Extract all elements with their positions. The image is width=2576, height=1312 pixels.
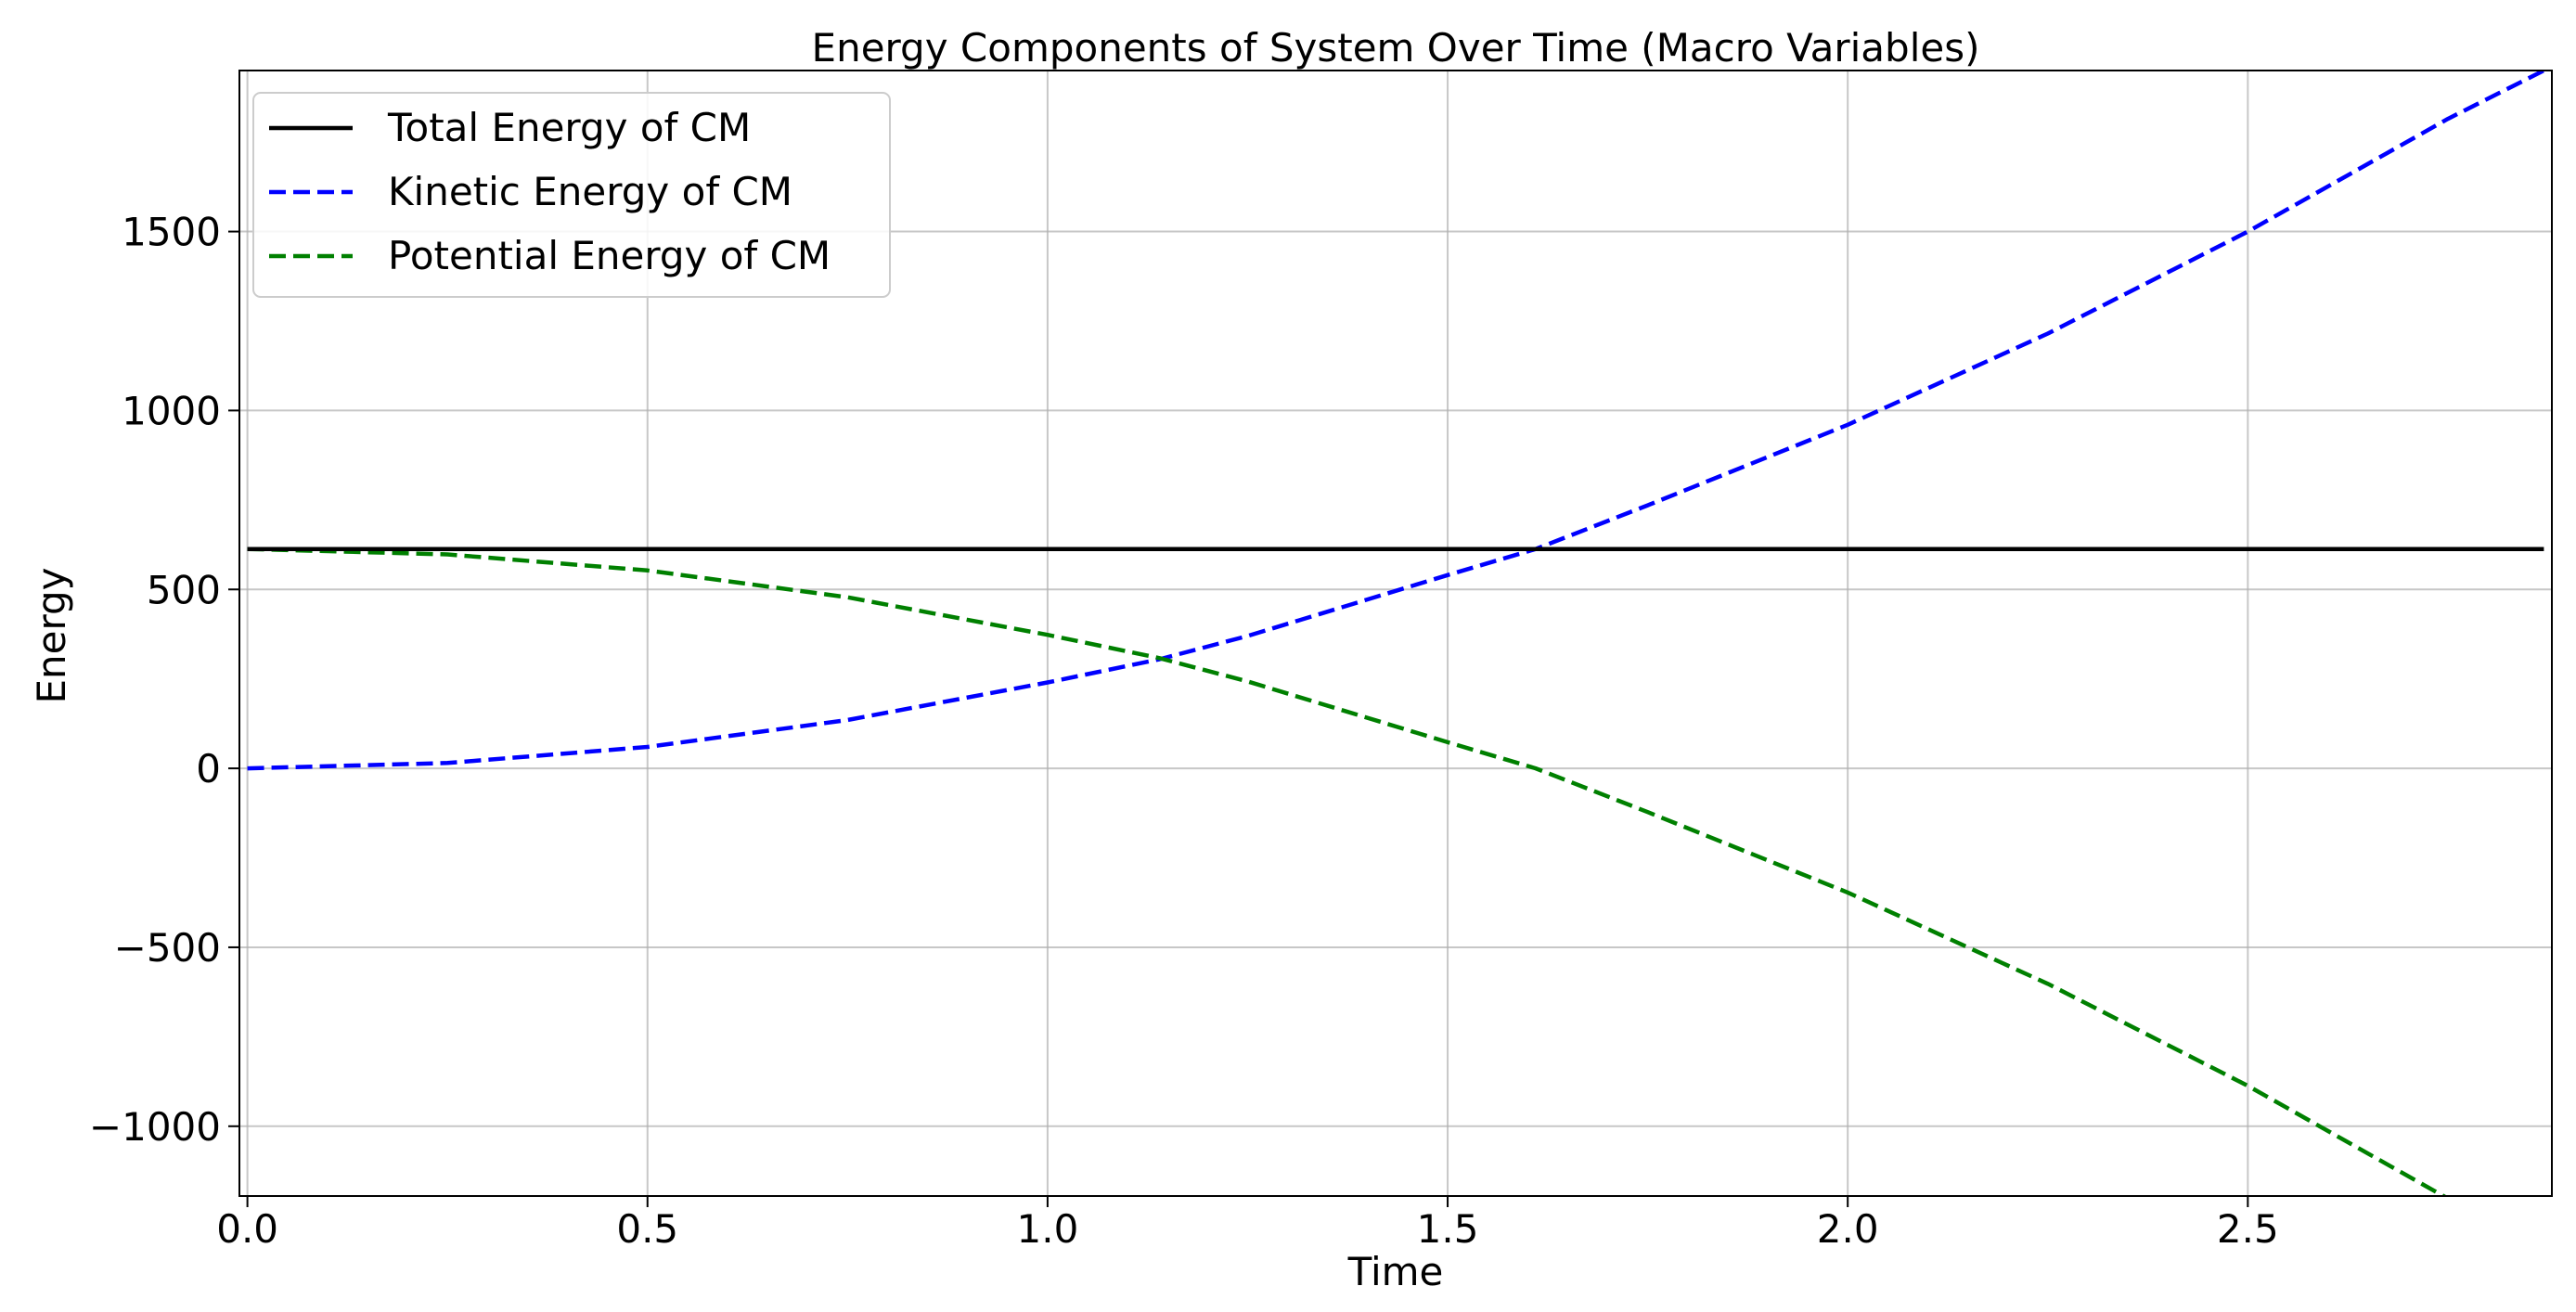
x-tick-label: 1.5 (1417, 1206, 1479, 1252)
legend-box (252, 92, 891, 298)
y-tick-label: 500 (147, 567, 221, 612)
y-tick-label: 0 (196, 746, 221, 791)
x-tick-label: 0.0 (216, 1206, 278, 1252)
plot-frame (238, 70, 2553, 1197)
legend-label-total-energy: Total Energy of CM (387, 105, 751, 150)
y-tick-label: −1000 (89, 1104, 221, 1150)
y-tick-label: 1500 (122, 210, 221, 255)
legend-label-kinetic-energy: Kinetic Energy of CM (388, 169, 792, 214)
y-tick-label: −500 (114, 925, 221, 971)
x-tick-label: 0.5 (616, 1206, 678, 1252)
series-layer (247, 71, 2545, 1196)
x-tick-label: 1.0 (1017, 1206, 1079, 1252)
tick-layer: 0.0 0.5 1.0 1.5 2.0 2.5 −1000 −500 0 500 1000 1500 (89, 210, 2279, 1252)
x-tick-label: 2.0 (1817, 1206, 1879, 1252)
chart-title: Energy Components of System Over Time (M… (812, 25, 1980, 71)
series-line-kinetic-energy-of-cm (247, 71, 2545, 771)
y-axis-label: Energy (29, 567, 74, 703)
y-tick-label: 1000 (122, 388, 221, 433)
x-tick-label: 2.5 (2217, 1206, 2279, 1252)
x-axis-label: Time (1347, 1249, 1444, 1294)
series-line-potential-energy-of-cm (247, 547, 2448, 1196)
legend: Total Energy of CM Kinetic Energy of CM … (252, 92, 891, 298)
legend-label-potential-energy: Potential Energy of CM (388, 233, 831, 278)
